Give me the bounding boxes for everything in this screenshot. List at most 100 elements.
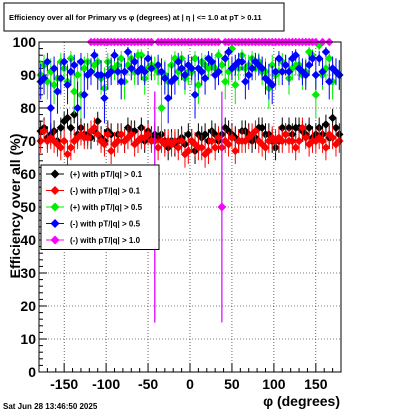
data-point <box>53 87 62 96</box>
data-point <box>291 143 300 152</box>
data-point <box>194 64 203 73</box>
y-tick-label: 50 <box>20 199 36 215</box>
series-group <box>36 117 344 168</box>
data-point <box>93 117 102 126</box>
data-point <box>113 136 123 146</box>
data-point <box>133 67 143 76</box>
data-point <box>174 57 183 66</box>
x-tick-label: -50 <box>138 376 158 392</box>
data-point <box>331 123 341 132</box>
data-point <box>117 54 126 63</box>
data-point <box>214 67 223 76</box>
data-point <box>278 123 287 132</box>
data-point <box>180 70 190 80</box>
y-tick-label: 40 <box>20 232 36 248</box>
data-point <box>237 57 247 66</box>
legend-label: (+) with pT/|q| > 0.1 <box>70 170 143 179</box>
data-point <box>194 80 203 90</box>
data-point <box>321 47 331 57</box>
data-point <box>311 90 321 99</box>
data-point <box>325 54 334 63</box>
data-point <box>90 51 99 60</box>
data-point <box>140 67 149 76</box>
data-point <box>36 136 45 146</box>
data-point <box>170 136 180 146</box>
data-point <box>56 123 66 132</box>
y-tick-label: 30 <box>20 265 36 281</box>
data-point <box>231 146 240 156</box>
data-point <box>207 57 217 66</box>
data-point <box>284 67 294 76</box>
data-point <box>177 64 186 73</box>
legend-label: (-) with pT/|q| > 1.0 <box>70 236 141 245</box>
data-point <box>73 70 82 80</box>
legend-marker <box>50 202 60 212</box>
data-point <box>49 80 59 90</box>
data-point <box>231 80 240 90</box>
data-point <box>268 80 277 90</box>
data-point <box>160 74 170 83</box>
data-point <box>130 57 139 66</box>
legend-label: (-) with pT/|q| > 0.1 <box>70 187 141 196</box>
data-point <box>157 67 166 76</box>
data-point <box>294 136 304 146</box>
data-point <box>66 123 76 132</box>
data-point <box>190 54 200 63</box>
data-point <box>210 143 220 152</box>
data-point <box>90 123 99 132</box>
data-point <box>100 93 109 103</box>
data-point <box>291 51 300 60</box>
data-point <box>59 136 69 146</box>
data-point <box>301 70 310 80</box>
data-point <box>117 77 126 86</box>
data-point <box>46 103 55 113</box>
data-point <box>157 103 166 113</box>
data-point <box>311 70 321 80</box>
data-point <box>43 77 52 86</box>
data-point <box>76 57 86 66</box>
data-point <box>207 136 217 146</box>
legend-marker <box>50 219 60 228</box>
data-point <box>314 54 324 63</box>
data-point <box>221 136 230 146</box>
data-point <box>268 60 277 70</box>
data-point <box>247 64 257 73</box>
x-tick-label: 150 <box>304 376 328 392</box>
y-tick-label: 80 <box>20 100 36 116</box>
data-point <box>214 133 223 142</box>
data-point <box>80 90 89 99</box>
data-point <box>304 123 314 132</box>
y-tick-label: 70 <box>20 133 36 149</box>
data-point <box>251 126 260 136</box>
x-axis-label: φ (degrees) <box>263 393 340 409</box>
data-point <box>221 77 230 86</box>
data-point <box>257 123 267 132</box>
data-point <box>100 140 109 149</box>
data-point <box>93 130 102 139</box>
data-point <box>197 143 206 152</box>
data-point <box>318 67 327 76</box>
data-point <box>184 130 193 139</box>
data-point <box>66 67 76 76</box>
data-point <box>56 143 66 152</box>
data-point <box>43 136 52 146</box>
data-point <box>39 74 49 83</box>
data-point <box>170 74 180 83</box>
y-tick-label: 60 <box>20 166 36 182</box>
data-point <box>227 133 237 142</box>
data-point <box>308 54 317 63</box>
data-point <box>318 136 327 146</box>
data-point <box>214 51 223 60</box>
data-point <box>133 136 143 146</box>
data-point <box>70 87 79 96</box>
data-point <box>325 77 334 86</box>
data-point <box>39 126 49 136</box>
data-point <box>254 60 263 70</box>
data-point <box>194 130 203 139</box>
x-tick-label: -150 <box>50 376 78 392</box>
y-axis-label: Efficiency over all (%) <box>7 134 23 279</box>
data-point <box>163 93 173 103</box>
data-point <box>63 113 72 123</box>
data-point <box>190 90 200 99</box>
